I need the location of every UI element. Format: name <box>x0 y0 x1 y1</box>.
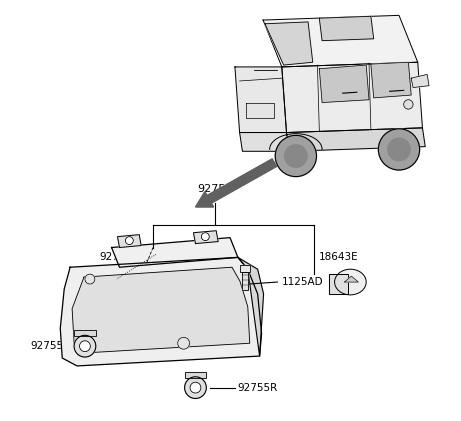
Circle shape <box>177 337 189 349</box>
Bar <box>240 265 250 272</box>
Polygon shape <box>72 267 250 353</box>
Circle shape <box>190 382 201 393</box>
Polygon shape <box>240 133 290 151</box>
Polygon shape <box>344 276 358 282</box>
Polygon shape <box>263 15 418 67</box>
Circle shape <box>79 341 90 352</box>
Text: 1125AD: 1125AD <box>281 277 323 287</box>
Polygon shape <box>411 75 429 88</box>
Polygon shape <box>238 257 264 356</box>
Polygon shape <box>112 237 238 267</box>
Circle shape <box>201 233 209 240</box>
FancyArrow shape <box>195 159 277 207</box>
Polygon shape <box>371 62 411 98</box>
Text: 92755R: 92755R <box>237 383 277 393</box>
Circle shape <box>284 145 307 167</box>
Bar <box>242 272 248 290</box>
Bar <box>242 272 248 290</box>
Bar <box>329 274 349 294</box>
Bar <box>74 330 96 336</box>
Polygon shape <box>235 67 286 133</box>
Circle shape <box>74 336 96 357</box>
Ellipse shape <box>335 269 366 295</box>
Polygon shape <box>60 257 261 366</box>
Polygon shape <box>282 62 422 133</box>
Polygon shape <box>118 234 141 248</box>
Circle shape <box>125 237 133 245</box>
Circle shape <box>275 136 317 176</box>
Bar <box>74 330 96 336</box>
Circle shape <box>85 274 95 284</box>
Polygon shape <box>246 103 274 118</box>
Polygon shape <box>319 16 374 41</box>
Text: 92755L: 92755L <box>31 341 70 351</box>
Bar <box>329 274 349 294</box>
Bar <box>184 372 207 378</box>
Bar <box>240 265 250 272</box>
Polygon shape <box>194 231 218 244</box>
Polygon shape <box>265 22 313 65</box>
Circle shape <box>184 377 207 399</box>
Text: 92755R: 92755R <box>100 265 140 275</box>
Text: 92750: 92750 <box>197 184 233 194</box>
Circle shape <box>404 100 413 109</box>
Polygon shape <box>319 65 369 103</box>
Circle shape <box>388 138 410 161</box>
Bar <box>184 372 207 378</box>
Circle shape <box>378 129 420 170</box>
Polygon shape <box>286 128 425 151</box>
Text: 92755L: 92755L <box>100 252 139 262</box>
Text: 18643E: 18643E <box>319 252 359 262</box>
